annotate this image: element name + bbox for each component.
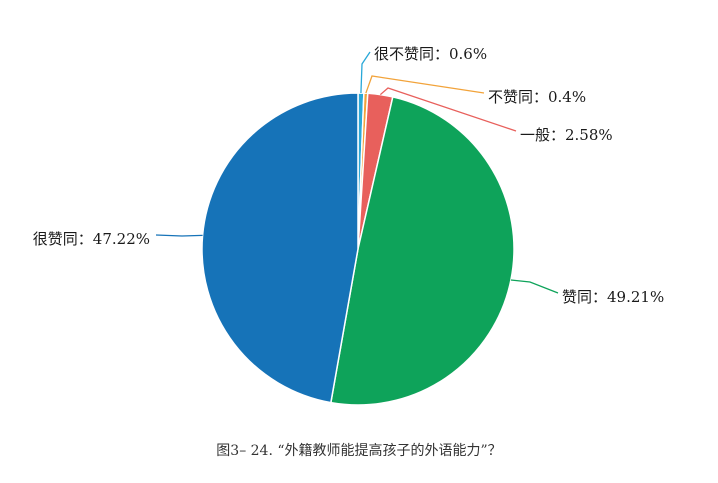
slice-label-3: 一般：2.58% — [520, 126, 613, 144]
pie-slice-5 — [201, 92, 359, 404]
slice-label-1: 很不赞同：0.6% — [374, 45, 487, 63]
figure-caption: 图3– 24. “外籍教师能提高孩子的外语能力”？ — [216, 443, 502, 459]
leader-line-4 — [510, 279, 559, 294]
leader-line-2 — [365, 75, 485, 94]
slice-labels: 很不赞同：0.6% 不赞同：0.4% 一般：2.58% 赞同：49.21% 很赞同：47… — [33, 45, 664, 306]
slice-label-5: 很赞同：47.22% — [33, 230, 150, 248]
pie-slice-4 — [329, 96, 515, 406]
leader-line-3 — [379, 87, 517, 132]
leader-line-1 — [360, 51, 371, 94]
leader-line-5 — [155, 234, 203, 237]
pie-slices — [201, 92, 515, 406]
leader-lines — [155, 51, 559, 294]
slice-label-4: 赞同：49.21% — [562, 288, 664, 306]
slice-label-2: 不赞同：0.4% — [488, 88, 586, 106]
